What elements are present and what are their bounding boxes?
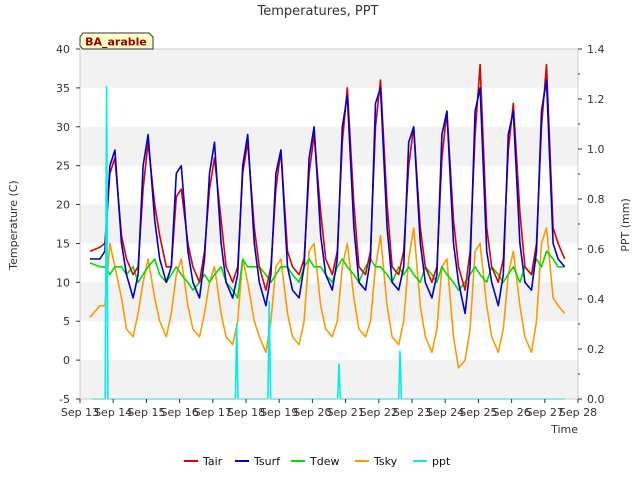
chart-title: Temperatures, PPT (256, 4, 378, 19)
legend: Tair Tsurf Tdew Tsky ppt (184, 455, 451, 468)
x-tick-label: Sep 19 (260, 406, 298, 419)
x-tick-label: Sep 24 (426, 406, 464, 419)
y-axis-label-right: PPT (mm) (619, 198, 632, 252)
grid-band (80, 204, 578, 244)
right-tick-label: 1.4 (587, 43, 605, 56)
x-tick-label: Sep 25 (459, 406, 497, 419)
left-tick-label: 35 (56, 82, 70, 95)
x-tick-label: Sep 21 (326, 406, 364, 419)
right-tick-label: 1.2 (587, 93, 605, 106)
right-tick-label: 0.8 (587, 193, 605, 206)
x-tick-label: Sep 13 (61, 406, 99, 419)
right-tick-label: 0.2 (587, 343, 605, 356)
left-tick-label: 25 (56, 160, 70, 173)
x-axis-label: Time (550, 423, 578, 436)
right-axis-ticks: 0.0 0.2 0.4 0.6 0.8 1.0 1.2 1.4 (578, 43, 605, 406)
right-tick-label: 0.0 (587, 393, 605, 406)
left-tick-label: 40 (56, 43, 70, 56)
left-tick-label: 10 (56, 276, 70, 289)
left-tick-label: 20 (56, 199, 70, 212)
left-tick-label: 30 (56, 121, 70, 134)
x-tick-label: Sep 17 (194, 406, 232, 419)
grid-band (80, 282, 578, 322)
left-tick-label: 0 (63, 354, 70, 367)
x-tick-label: Sep 16 (160, 406, 198, 419)
series-line-ppt (91, 85, 565, 400)
x-tick-label: Sep 15 (127, 406, 165, 419)
left-tick-label: 15 (56, 237, 70, 250)
legend-label-ppt: ppt (432, 455, 451, 468)
right-tick-label: 0.4 (587, 293, 605, 306)
x-tick-label: Sep 23 (393, 406, 431, 419)
right-tick-label: 1.0 (587, 143, 605, 156)
left-tick-label: 5 (63, 315, 70, 328)
x-tick-label: Sep 20 (293, 406, 331, 419)
grid-band (80, 360, 578, 399)
series-line-tsurf (90, 79, 566, 315)
y-axis-label-left: Temperature (C) (7, 180, 20, 270)
right-tick-label: 0.6 (587, 243, 605, 256)
legend-label-tsurf: Tsurf (253, 455, 281, 468)
grid-band (80, 49, 578, 88)
x-tick-label: Sep 27 (526, 406, 564, 419)
x-tick-label: Sep 18 (227, 406, 265, 419)
left-tick-label: -5 (59, 393, 70, 406)
series-line-tsky (89, 227, 566, 369)
station-badge: BA_arable (79, 32, 154, 50)
series-layer (89, 63, 566, 400)
legend-label-tsky: Tsky (373, 455, 398, 468)
grid-band (80, 126, 578, 166)
grid-bands (80, 49, 578, 399)
x-tick-label: Sep 22 (360, 406, 398, 419)
x-tick-label: Sep 14 (94, 406, 132, 419)
x-tick-label: Sep 28 (559, 406, 597, 419)
x-tick-label: Sep 26 (492, 406, 530, 419)
legend-label-tdew: Tdew (309, 455, 339, 468)
station-badge-label: BA_arable (85, 36, 147, 49)
series-line-tdew (89, 250, 565, 299)
legend-label-tair: Tair (202, 455, 223, 468)
left-axis-ticks: -5 0 5 10 15 20 25 30 35 40 (56, 43, 80, 406)
